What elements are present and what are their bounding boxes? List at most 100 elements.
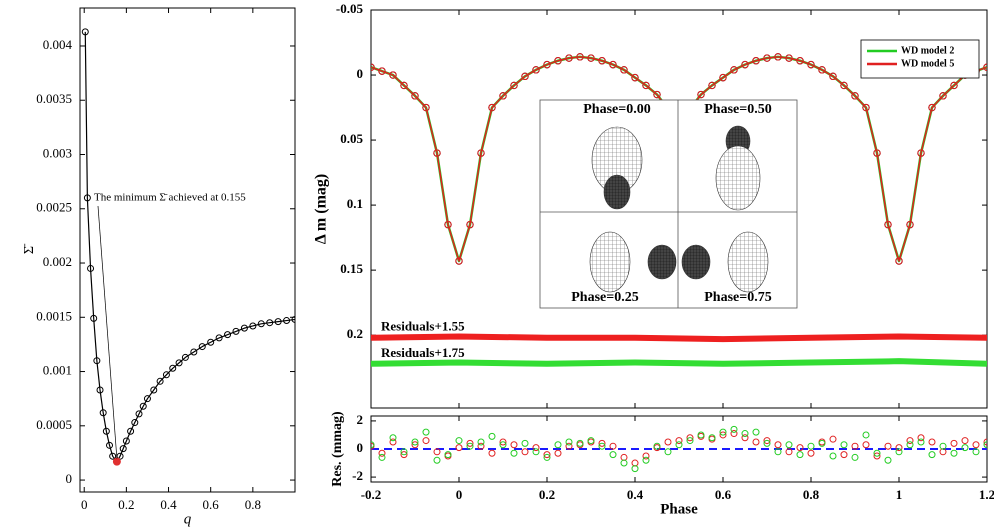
data-point [411,441,419,449]
data-point [873,449,881,457]
data-point [378,67,386,75]
data-point [224,331,232,339]
star-model [681,244,711,280]
y-tick-label: 0.0035 [36,91,72,106]
star-model [603,174,631,210]
data-point [983,63,987,71]
data-point [181,353,189,361]
x-tick-label: 0.4 [160,497,177,512]
data-point [763,437,771,445]
star-model [727,231,769,293]
y-tick-label: 0 [357,66,364,81]
data-point [829,452,837,460]
data-point [961,437,969,445]
data-point [686,434,694,442]
data-point [274,318,282,326]
data-point [730,425,738,433]
data-point [620,459,628,467]
data-point [862,103,870,112]
data-point [675,441,683,449]
data-point [851,92,859,100]
data-point [444,451,452,459]
data-point [554,441,562,449]
data-point [895,257,903,265]
data-point [950,81,958,90]
data-point [708,434,716,442]
data-point [807,442,815,450]
data-point [135,410,143,418]
star-model [589,231,631,293]
data-point [906,220,914,229]
data-point [499,92,507,100]
data-point [455,444,463,452]
data-point [972,441,980,449]
data-point [131,419,139,427]
y-tick-label: 0.0025 [36,200,72,215]
data-point [400,451,408,459]
data-point [708,81,716,90]
data-point [400,448,408,456]
data-point [554,57,562,65]
x-axis-label: q [184,511,192,527]
x-tick-label: 0.2 [539,487,555,502]
y-axis-label: Δ m (mag) [313,174,330,244]
legend-label: WD model 5 [901,58,954,69]
data-point [873,149,881,157]
data-point [521,72,529,81]
data-point [565,438,573,446]
data-point [198,343,206,351]
data-point [389,434,397,442]
data-point [807,60,815,69]
data-point [499,438,507,446]
data-point [576,439,584,447]
data-point [631,73,639,82]
data-point [730,66,738,74]
data-point [829,435,837,443]
x-tick-label: 0.8 [245,497,261,512]
data-point [81,28,89,36]
data-point [232,327,240,335]
inset: Phase=0.00 Phase=0.50 Phase=0.25 Phase=0.75 [539,99,798,309]
data-point [697,90,705,99]
data-point [664,438,672,446]
data-point [950,439,958,447]
data-point [90,314,98,322]
data-point [109,452,117,460]
data-point [488,449,496,457]
data-point [730,430,738,438]
data-point [532,444,540,452]
data-point [587,54,595,62]
minimum-point [112,457,121,466]
data-point [291,315,295,323]
data-point [906,437,914,445]
data-point [466,439,474,447]
data-point [609,442,617,450]
data-point [873,452,881,460]
x-axis-label: Phase [660,501,698,517]
legend-label: WD model 2 [901,45,954,56]
data-point [950,449,958,457]
data-point [818,66,826,74]
data-point [774,448,782,456]
data-point [763,439,771,447]
data-point [785,441,793,449]
data-point [774,441,782,449]
data-point [389,71,397,79]
x-tick-label: 0 [456,487,463,502]
data-point [389,438,397,446]
data-point [719,73,727,82]
y-tick-label: 0.2 [347,326,363,341]
data-point [598,442,606,450]
data-point [455,257,463,265]
y-tick-label: 2 [357,412,364,427]
data-point [565,54,573,62]
data-point [752,57,760,65]
data-point [83,194,91,202]
data-point [521,448,529,456]
data-point [741,434,749,442]
data-point [543,453,551,461]
data-point [917,434,925,442]
data-point [433,456,441,464]
data-point [102,427,110,435]
data-point [862,431,870,439]
